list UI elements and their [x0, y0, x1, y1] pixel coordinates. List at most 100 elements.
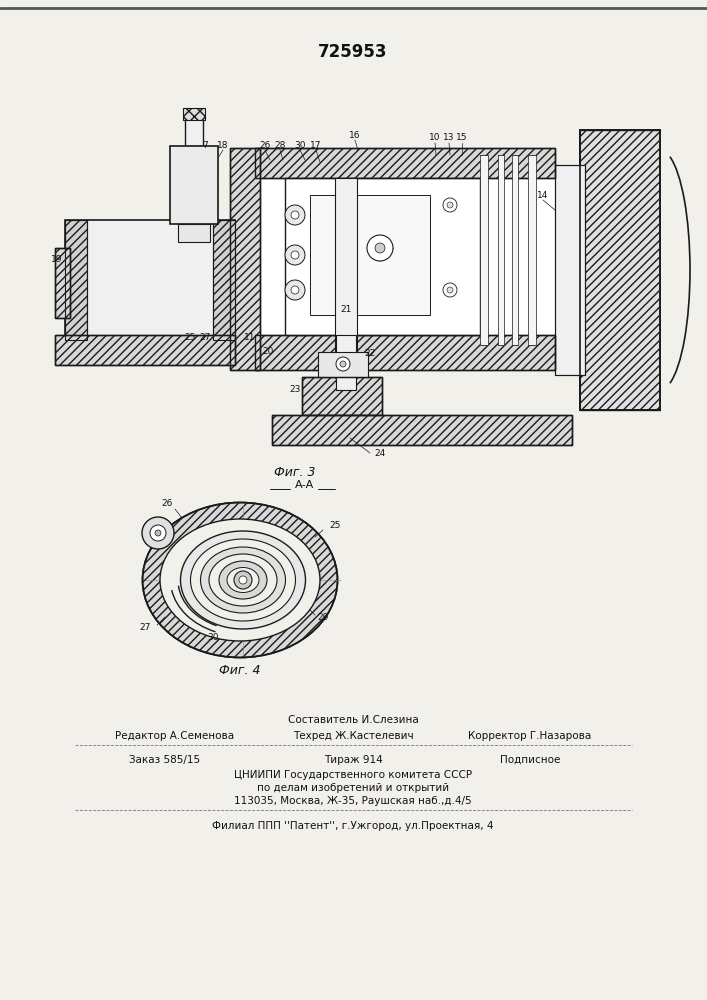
Bar — [255, 335, 555, 370]
Bar — [555, 165, 585, 375]
Bar — [55, 335, 235, 365]
Bar — [213, 220, 235, 340]
Text: А-А: А-А — [296, 480, 315, 490]
Text: 15: 15 — [456, 133, 468, 142]
Circle shape — [447, 202, 453, 208]
Circle shape — [285, 245, 305, 265]
Ellipse shape — [227, 568, 259, 592]
Text: 29: 29 — [317, 612, 329, 621]
Bar — [302, 377, 382, 415]
Text: 21: 21 — [340, 306, 351, 314]
Text: 10: 10 — [429, 133, 440, 142]
Text: 113035, Москва, Ж-35, Раушская наб.,д.4/5: 113035, Москва, Ж-35, Раушская наб.,д.4/… — [234, 796, 472, 806]
Text: 11: 11 — [244, 332, 256, 342]
Circle shape — [285, 280, 305, 300]
Circle shape — [447, 287, 453, 293]
Text: 18: 18 — [217, 140, 229, 149]
Ellipse shape — [201, 547, 286, 613]
Text: 30: 30 — [294, 140, 305, 149]
Bar — [65, 220, 235, 340]
Circle shape — [155, 530, 161, 536]
Text: 17: 17 — [310, 140, 322, 149]
Text: 26: 26 — [259, 140, 271, 149]
Text: Редактор А.Семенова: Редактор А.Семенова — [115, 731, 235, 741]
Bar — [230, 148, 260, 370]
Text: 725953: 725953 — [318, 43, 387, 61]
Bar — [255, 148, 555, 178]
Circle shape — [443, 198, 457, 212]
Text: 14: 14 — [537, 190, 549, 200]
Bar — [213, 220, 235, 340]
Bar — [318, 352, 368, 377]
Circle shape — [285, 205, 305, 225]
Bar — [580, 130, 660, 410]
Bar — [528, 155, 536, 345]
Bar — [65, 220, 87, 340]
Text: Подписное: Подписное — [500, 755, 560, 765]
Ellipse shape — [143, 502, 337, 658]
Bar — [498, 155, 504, 345]
Text: Корректор Г.Назарова: Корректор Г.Назарова — [468, 731, 592, 741]
Bar — [255, 148, 555, 178]
Bar — [230, 148, 260, 370]
Ellipse shape — [209, 554, 277, 606]
Bar — [55, 248, 70, 318]
Bar — [272, 415, 572, 445]
Circle shape — [375, 243, 385, 253]
Bar — [310, 195, 430, 315]
Circle shape — [443, 283, 457, 297]
Bar — [555, 165, 585, 375]
Text: 22: 22 — [364, 349, 375, 358]
Bar — [260, 178, 555, 335]
Text: 16: 16 — [349, 130, 361, 139]
Text: 23: 23 — [289, 385, 300, 394]
Text: Филиал ППП ''Патент'', г.Ужгород, ул.Проектная, 4: Филиал ППП ''Патент'', г.Ужгород, ул.Про… — [212, 821, 493, 831]
Text: по делам изобретений и открытий: по делам изобретений и открытий — [257, 783, 449, 793]
Text: 13: 13 — [443, 133, 455, 142]
Text: Составитель И.Слезина: Составитель И.Слезина — [288, 715, 419, 725]
Circle shape — [291, 211, 299, 219]
Text: Техред Ж.Кастелевич: Техред Ж.Кастелевич — [293, 731, 414, 741]
Bar — [512, 155, 518, 345]
Bar — [65, 220, 87, 340]
Ellipse shape — [160, 519, 320, 641]
Circle shape — [291, 286, 299, 294]
Circle shape — [234, 571, 252, 589]
Bar — [255, 335, 555, 370]
Bar — [170, 146, 218, 224]
Text: Тираж 914: Тираж 914 — [324, 755, 382, 765]
Circle shape — [367, 235, 393, 261]
Bar — [480, 155, 488, 345]
Circle shape — [142, 517, 174, 549]
Bar — [272, 415, 572, 445]
Bar — [302, 377, 382, 415]
Text: Фиг. 3: Фиг. 3 — [274, 466, 316, 479]
Circle shape — [150, 525, 166, 541]
Text: Заказ 585/15: Заказ 585/15 — [129, 755, 201, 765]
Text: 24: 24 — [375, 448, 385, 458]
Bar — [285, 178, 480, 335]
Bar — [55, 248, 70, 318]
Text: 27: 27 — [139, 622, 151, 632]
Text: 25: 25 — [185, 332, 196, 342]
Text: 28: 28 — [274, 140, 286, 149]
Text: Фиг. 4: Фиг. 4 — [219, 664, 261, 676]
Bar — [580, 130, 660, 410]
Ellipse shape — [180, 531, 305, 629]
Bar — [336, 335, 356, 390]
Circle shape — [239, 576, 247, 584]
Bar — [335, 178, 357, 378]
Circle shape — [336, 357, 350, 371]
Text: ЦНИИПИ Государственного комитета СССР: ЦНИИПИ Государственного комитета СССР — [234, 770, 472, 780]
Ellipse shape — [219, 561, 267, 599]
Circle shape — [340, 361, 346, 367]
Bar — [55, 335, 235, 365]
Bar — [183, 108, 205, 120]
Text: 27: 27 — [199, 332, 211, 342]
Bar — [185, 118, 203, 146]
Text: 25: 25 — [329, 520, 341, 530]
Text: 20: 20 — [262, 348, 274, 357]
Text: 26: 26 — [161, 498, 173, 508]
Circle shape — [291, 251, 299, 259]
Bar — [178, 224, 210, 242]
